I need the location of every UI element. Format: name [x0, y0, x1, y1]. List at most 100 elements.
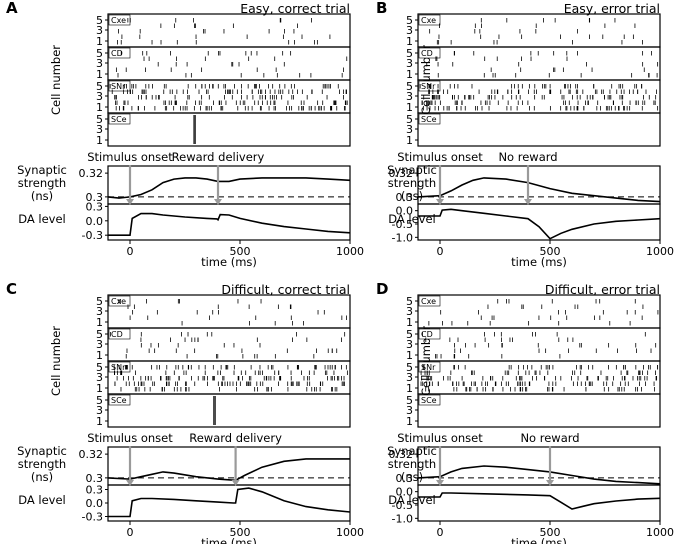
syn-ylabel-line: (ns) — [401, 189, 423, 203]
raster-tag-cd: CD — [421, 49, 433, 58]
raster-tick-label: 3 — [406, 404, 413, 417]
stimulus-onset-label: Stimulus onset — [87, 431, 173, 445]
x-tick-label: 500 — [230, 245, 251, 258]
raster-tick-label: 1 — [96, 134, 103, 147]
syn-ylabel-line: strength — [18, 457, 66, 471]
raster-frame — [417, 13, 661, 48]
syn-curve — [417, 177, 661, 203]
panel-title: Difficult, correct trial — [221, 282, 350, 297]
raster-tag-cxe: Cxe — [421, 297, 436, 306]
raster-spikes — [113, 365, 348, 392]
raster-tick-label: 3 — [96, 338, 103, 351]
raster-tick-label: 5 — [406, 394, 413, 407]
da-tick-label: -0.3 — [82, 229, 103, 242]
raster-tick-label: 5 — [406, 295, 413, 308]
da-ylabel: DA level — [18, 493, 66, 507]
syn-ylabel-line: (ns) — [31, 189, 53, 203]
syn-ylabel-line: strength — [388, 457, 436, 471]
raster-tick-label: 1 — [406, 101, 413, 114]
raster-tag-cd: CD — [421, 330, 433, 339]
panel-letter: A — [6, 0, 18, 17]
syn-tick-label: 0.32 — [79, 167, 104, 180]
x-tick-label: 0 — [127, 526, 134, 539]
raster-tag-box — [108, 295, 131, 307]
raster-tick-label: 5 — [96, 47, 103, 60]
syn-ylabel: Synaptic strength (ns) — [387, 163, 437, 203]
stimulus-onset-label: Stimulus onset — [87, 150, 173, 164]
raster-spikes — [426, 51, 659, 78]
da-tick-label: -0.5 — [392, 499, 413, 512]
syn-ylabel: Synaptic strength (ns) — [387, 444, 437, 484]
raster-tick-label: 1 — [406, 349, 413, 362]
raster-tick-label: 3 — [96, 305, 103, 318]
raster-tick-label: 1 — [96, 101, 103, 114]
raster-tick-label: 3 — [406, 123, 413, 136]
da-ylabel: DA level — [388, 493, 436, 507]
raster-tag-box — [418, 14, 441, 26]
raster-tick-label: 1 — [96, 316, 103, 329]
x-tick-label: 500 — [540, 526, 561, 539]
syn-tick-label: 0.3 — [86, 191, 104, 204]
raster-frame — [417, 294, 661, 329]
raster-tick-label: 5 — [96, 295, 103, 308]
da-tick-label: 0.0 — [86, 215, 104, 228]
raster-spikes — [115, 51, 348, 78]
reward-label: No reward — [520, 431, 579, 445]
raster-spikes — [429, 18, 643, 45]
panel-letter: D — [376, 280, 388, 298]
raster-spikes — [422, 332, 657, 359]
raster-tick-label: 5 — [406, 80, 413, 93]
x-tick-label: 1000 — [646, 245, 674, 258]
raster-tag-box — [108, 80, 131, 92]
syn-tick-label: 0.3 — [86, 472, 104, 485]
panel-title: Difficult, error trial — [545, 282, 660, 297]
panel-letter: B — [376, 0, 387, 17]
syn-ylabel: Synaptic strength (ns) — [17, 444, 67, 484]
x-tick-label: 1000 — [646, 526, 674, 539]
raster-frame — [107, 360, 351, 395]
syn-ylabel-line: Synaptic — [17, 163, 67, 177]
raster-tick-label: 5 — [96, 113, 103, 126]
da-tick-label: 0.3 — [86, 484, 104, 497]
raster-spikes — [419, 84, 659, 111]
raster-tick-label: 1 — [406, 35, 413, 48]
x-tick-label: 1000 — [336, 526, 364, 539]
syn-ylabel-line: Synaptic — [387, 163, 437, 177]
raster-tick-label: 5 — [96, 394, 103, 407]
da-ylabel: DA level — [18, 212, 66, 226]
raster-tick-label: 1 — [96, 415, 103, 428]
event-arrowhead — [546, 480, 554, 486]
da-tick-label: -0.5 — [392, 218, 413, 231]
event-arrowhead — [436, 199, 444, 205]
x-tick-label: 0 — [127, 245, 134, 258]
raster-tag-cd: CD — [111, 330, 123, 339]
reward-label: Reward delivery — [189, 431, 282, 445]
da-tick-label: 0.3 — [86, 200, 104, 213]
stimulus-onset-label: Stimulus onset — [397, 150, 483, 164]
raster-tick-label: 1 — [406, 415, 413, 428]
raster-frame — [107, 112, 351, 147]
raster-tag-box — [418, 47, 441, 59]
raster-tick-label: 1 — [96, 382, 103, 395]
x-axis-label: time (ms) — [201, 255, 257, 269]
syn-curve — [107, 458, 350, 482]
raster-tick-label: 5 — [96, 328, 103, 341]
da-curve — [418, 492, 661, 510]
raster-frame — [417, 393, 661, 428]
raster-frame — [107, 13, 351, 48]
raster-tick-label: 3 — [406, 57, 413, 70]
raster-tick-label: 5 — [406, 361, 413, 374]
raster-tag-box — [108, 113, 131, 125]
panel-letter: C — [6, 280, 17, 298]
da-curve — [108, 212, 351, 236]
da-frame — [417, 203, 661, 241]
x-axis-label: time (ms) — [201, 536, 257, 544]
syn-tick-label: 0.32 — [79, 448, 104, 461]
raster-tick-label: 1 — [96, 349, 103, 362]
raster-tag-sce: SCe — [421, 115, 437, 124]
raster-spikes — [213, 396, 216, 425]
raster-spikes — [420, 365, 659, 392]
